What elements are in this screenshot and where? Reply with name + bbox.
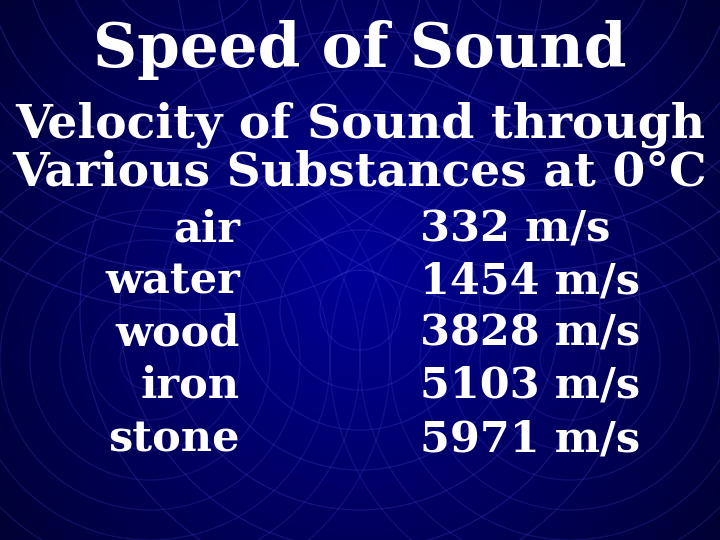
Text: 1454 m/s: 1454 m/s bbox=[420, 261, 640, 303]
Text: Velocity of Sound through: Velocity of Sound through bbox=[15, 102, 705, 148]
Text: Speed of Sound: Speed of Sound bbox=[94, 20, 626, 80]
Text: wood: wood bbox=[116, 313, 240, 355]
Text: 5103 m/s: 5103 m/s bbox=[420, 365, 640, 407]
Text: 3828 m/s: 3828 m/s bbox=[420, 313, 640, 355]
Text: air: air bbox=[173, 209, 240, 251]
Text: 332 m/s: 332 m/s bbox=[420, 209, 611, 251]
Text: Various Substances at 0°C: Various Substances at 0°C bbox=[13, 149, 707, 195]
Text: water: water bbox=[105, 261, 240, 303]
Text: 5971 m/s: 5971 m/s bbox=[420, 419, 640, 461]
Text: iron: iron bbox=[141, 365, 240, 407]
Text: stone: stone bbox=[109, 419, 240, 461]
